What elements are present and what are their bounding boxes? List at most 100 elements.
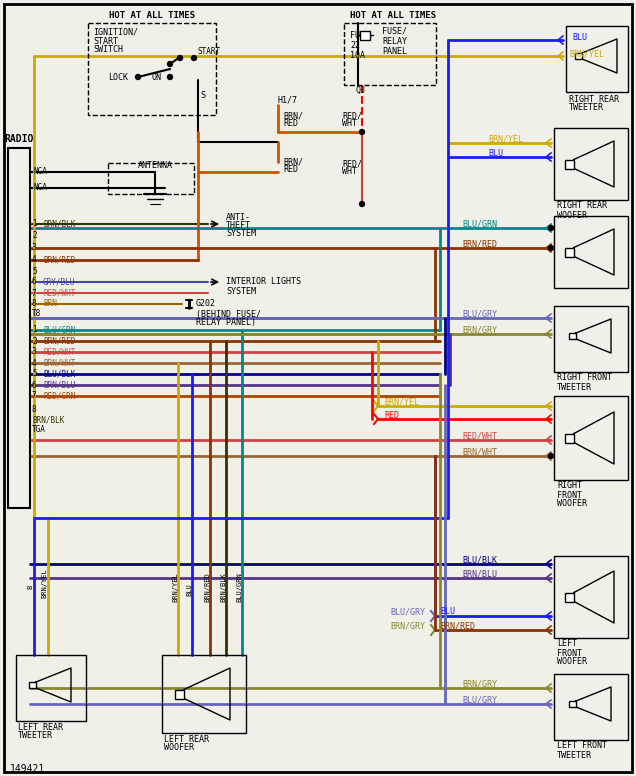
Bar [16,655,86,721]
Text: BRN/GRY: BRN/GRY [462,325,497,334]
Bar [162,655,246,733]
Text: RED/GRN: RED/GRN [43,392,76,400]
Text: BRN/YEL: BRN/YEL [569,50,604,58]
Text: BRN/RED: BRN/RED [204,572,210,602]
Text: (BEHIND FUSE/: (BEHIND FUSE/ [196,310,261,318]
Text: 6: 6 [32,278,37,286]
Text: 2: 2 [32,231,37,241]
Text: BRN: BRN [43,300,57,309]
Circle shape [359,130,364,134]
Text: WHT: WHT [342,168,357,176]
Text: RED: RED [283,120,298,129]
Text: RELAY: RELAY [382,36,407,46]
Text: TGA: TGA [32,425,46,435]
Text: RED/: RED/ [342,160,362,168]
Text: FUSE: FUSE [350,30,370,40]
Text: 4: 4 [32,359,37,368]
Text: 1: 1 [32,220,37,228]
Circle shape [359,202,364,206]
Text: BRN/GRY: BRN/GRY [462,680,497,688]
Text: BLU: BLU [186,584,192,597]
Text: TWEETER: TWEETER [569,103,604,113]
Bar [554,674,628,740]
Circle shape [167,61,172,67]
Text: BRN/YEL: BRN/YEL [488,134,523,144]
Text: WOOFER: WOOFER [557,500,587,508]
Text: BLU: BLU [440,608,455,616]
Text: 7: 7 [32,289,37,297]
Text: WOOFER: WOOFER [164,743,194,753]
Text: RIGHT REAR: RIGHT REAR [569,95,619,103]
Text: RED/WHT: RED/WHT [462,431,497,441]
Bar [8,148,30,508]
Text: BRN/YEL: BRN/YEL [384,397,419,407]
Text: BRN/RED: BRN/RED [43,337,76,345]
Text: S: S [200,91,205,99]
Text: LEFT FRONT: LEFT FRONT [557,742,607,750]
Bar [565,593,574,601]
Text: Q3: Q3 [356,85,366,95]
Text: LEFT REAR: LEFT REAR [18,722,63,732]
Text: WOOFER: WOOFER [557,657,587,667]
Text: SWITCH: SWITCH [93,46,123,54]
Text: PANEL: PANEL [382,47,407,56]
Text: BRN/RED: BRN/RED [43,255,76,265]
Text: RIGHT: RIGHT [557,481,582,490]
Text: BRN/WHT: BRN/WHT [43,359,76,368]
Bar [554,556,628,638]
Text: LEFT: LEFT [557,639,577,649]
Text: 4: 4 [32,255,37,265]
Text: FUSE/: FUSE/ [382,26,407,36]
Text: 22: 22 [350,40,360,50]
Text: TWEETER: TWEETER [557,383,592,392]
Text: THEFT: THEFT [226,221,251,230]
Text: WOOFER: WOOFER [557,210,587,220]
Text: RADIO: RADIO [4,134,34,144]
Text: GRY/BLU: GRY/BLU [43,278,76,286]
Text: BLU/GRN: BLU/GRN [236,572,242,602]
Text: BRN/: BRN/ [283,112,303,120]
Text: FRONT: FRONT [557,490,582,500]
Bar [88,23,216,115]
Text: NCA: NCA [34,182,48,192]
Text: B: B [27,585,33,589]
Text: ON: ON [152,72,162,81]
Circle shape [135,74,141,79]
Text: 5: 5 [32,369,37,379]
Text: BRN/: BRN/ [283,158,303,167]
Text: 7: 7 [32,392,37,400]
Text: BLU: BLU [488,148,503,158]
Circle shape [191,56,197,61]
Text: BRN/RED: BRN/RED [462,240,497,248]
Text: LOCK: LOCK [108,72,128,81]
Text: 8: 8 [32,300,37,309]
Bar [565,248,574,257]
Bar [29,682,36,688]
Bar [554,128,628,200]
Text: BLU/GRY: BLU/GRY [462,695,497,705]
Text: 6: 6 [32,380,37,390]
Text: 3: 3 [32,244,37,252]
Bar [569,333,576,339]
Text: H1/7: H1/7 [278,95,298,105]
Bar [554,396,628,480]
Text: BRN/WHT: BRN/WHT [462,448,497,456]
Text: RIGHT REAR: RIGHT REAR [557,202,607,210]
Text: NCA: NCA [34,167,48,175]
Bar [344,23,436,85]
Bar [566,26,628,92]
Text: RELAY PANEL): RELAY PANEL) [196,318,256,327]
Text: BRN/BLK: BRN/BLK [220,572,226,602]
Text: HOT AT ALL TIMES: HOT AT ALL TIMES [350,11,436,19]
Text: 3: 3 [32,348,37,356]
Text: BLU/BLK: BLU/BLK [462,556,497,564]
Bar [565,434,574,442]
Text: 149421: 149421 [10,764,45,774]
Text: BRN/YEL: BRN/YEL [172,572,178,602]
Text: ANTENNA: ANTENNA [137,161,172,169]
Text: IGNITION/: IGNITION/ [93,27,138,36]
Text: BLU/BLK: BLU/BLK [43,369,76,379]
Text: BLU: BLU [572,33,587,43]
Text: WHT: WHT [342,120,357,129]
Text: 1: 1 [32,325,37,334]
